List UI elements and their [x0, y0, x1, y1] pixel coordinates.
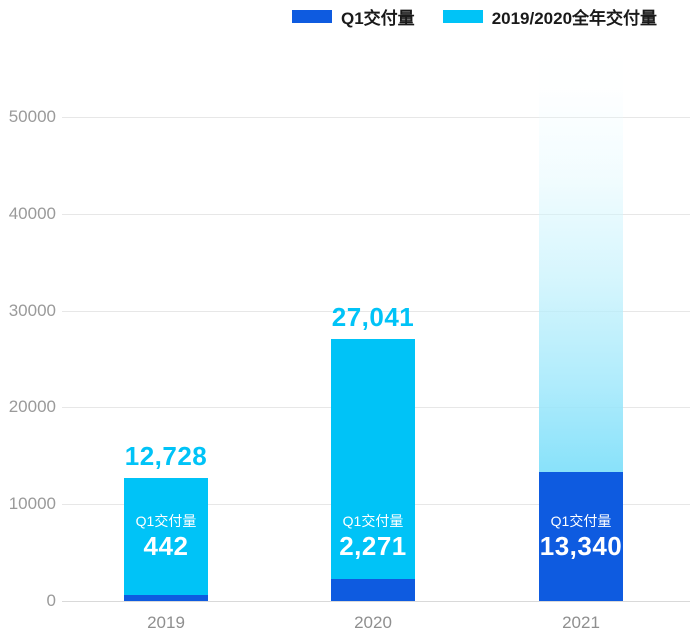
- gridline: [62, 310, 690, 312]
- y-tick-label: 10000: [8, 494, 56, 514]
- x-axis-line: [62, 601, 690, 602]
- inner-label-title: Q1交付量: [550, 513, 612, 529]
- y-tick-label: 20000: [8, 397, 56, 417]
- bar-q1-2020: [331, 579, 415, 601]
- x-tick-label-2020: 2020: [354, 613, 392, 632]
- legend-swatch-q1: [292, 10, 332, 23]
- legend-item-fullyear: 2019/2020全年交付量: [442, 4, 658, 29]
- inner-label-value: 2,271: [339, 531, 407, 561]
- inner-label-value: 13,340: [539, 531, 623, 561]
- legend-label-q1: Q1交付量: [341, 9, 415, 28]
- x-tick-label-2019: 2019: [147, 613, 185, 632]
- total-label-2020: 27,041: [331, 302, 415, 333]
- inner-label-title: Q1交付量: [135, 513, 197, 529]
- legend-swatch-fullyear: [442, 10, 483, 23]
- y-tick-label: 50000: [8, 107, 56, 126]
- bar-projection-2021: [539, 49, 623, 472]
- bar-q1-2021: [539, 471, 623, 601]
- inner-label-title: Q1交付量: [342, 513, 404, 529]
- inner-label-2020: Q1交付量 2,271: [303, 512, 443, 561]
- legend: Q1交付量 2019/2020全年交付量: [292, 4, 657, 29]
- legend-item-q1: Q1交付量: [292, 4, 415, 29]
- bar-fullyear-2020: [331, 339, 415, 601]
- inner-label-value: 442: [143, 531, 189, 561]
- y-tick-label: 30000: [8, 300, 56, 320]
- inner-label-2019: Q1交付量 442: [96, 512, 236, 561]
- gridline: [62, 213, 690, 215]
- total-label-2019: 12,728: [124, 440, 208, 471]
- y-tick-label: 40000: [8, 203, 56, 223]
- legend-label-fullyear: 2019/2020全年交付量: [491, 9, 658, 28]
- inner-label-2021: Q1交付量 13,340: [511, 512, 651, 561]
- gridline: [62, 117, 690, 118]
- bar-fullyear-2019: [124, 477, 208, 601]
- bar-q1-2019: [124, 595, 208, 601]
- y-tick-label: 0: [46, 591, 56, 610]
- x-tick-label-2021: 2021: [562, 613, 600, 632]
